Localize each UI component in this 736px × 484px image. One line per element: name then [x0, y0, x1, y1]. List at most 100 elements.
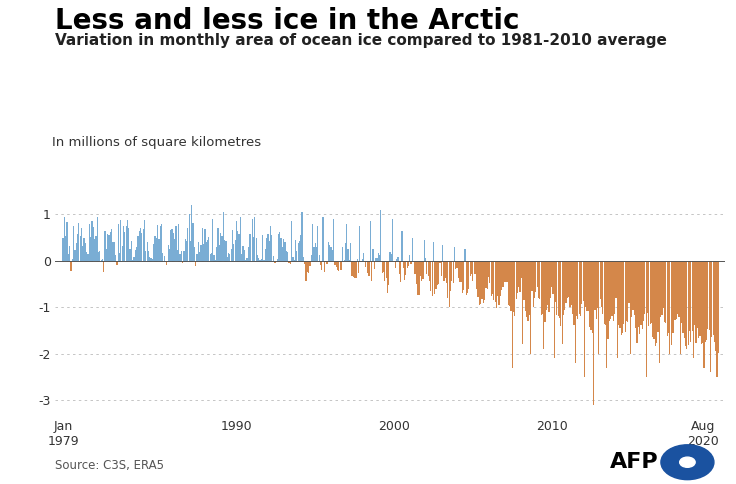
Bar — [439, 261, 441, 263]
Bar — [170, 230, 171, 261]
Bar — [79, 237, 81, 261]
Bar — [379, 255, 381, 261]
Bar — [647, 261, 648, 313]
Bar — [168, 245, 169, 261]
Bar — [643, 261, 644, 321]
Bar — [685, 261, 686, 346]
Bar — [510, 261, 512, 311]
Bar — [73, 226, 74, 261]
Bar — [296, 251, 297, 261]
Bar — [702, 261, 703, 343]
Bar — [443, 261, 445, 281]
Bar — [334, 261, 336, 265]
Bar — [391, 254, 392, 261]
Bar — [531, 261, 533, 291]
Bar — [202, 228, 203, 261]
Bar — [229, 254, 230, 261]
Bar — [241, 254, 242, 261]
Bar — [619, 261, 620, 328]
Bar — [392, 219, 393, 261]
Bar — [89, 224, 90, 261]
Bar — [408, 261, 409, 266]
Bar — [417, 261, 418, 295]
Bar — [674, 261, 676, 320]
Bar — [551, 261, 552, 287]
Bar — [560, 261, 562, 326]
Bar — [332, 250, 333, 261]
Bar — [598, 261, 600, 354]
Bar — [257, 255, 258, 261]
Bar — [260, 260, 261, 261]
Bar — [434, 261, 435, 294]
Bar — [77, 234, 78, 261]
Bar — [547, 261, 548, 305]
Bar — [523, 261, 525, 300]
Bar — [639, 261, 640, 334]
Bar — [71, 258, 73, 261]
Bar — [495, 261, 496, 302]
Bar — [486, 261, 488, 289]
Bar — [694, 261, 696, 325]
Bar — [409, 256, 411, 261]
Bar — [458, 261, 459, 278]
Bar — [250, 234, 252, 261]
Bar — [565, 261, 567, 303]
Bar — [312, 224, 314, 261]
Bar — [66, 222, 68, 261]
Bar — [448, 261, 450, 307]
Bar — [550, 261, 551, 298]
Bar — [576, 261, 577, 316]
Bar — [406, 261, 408, 268]
Bar — [567, 261, 568, 298]
Bar — [376, 257, 378, 261]
Bar — [316, 247, 317, 261]
Bar — [304, 261, 305, 264]
Bar — [496, 261, 497, 308]
Bar — [606, 261, 607, 367]
Bar — [431, 261, 433, 297]
Text: AFP: AFP — [610, 452, 659, 472]
Bar — [451, 261, 453, 281]
Bar — [165, 261, 166, 262]
Bar — [282, 247, 283, 261]
Bar — [116, 261, 118, 265]
Bar — [177, 250, 178, 261]
Bar — [446, 261, 447, 283]
Bar — [498, 261, 500, 305]
Bar — [367, 261, 368, 273]
Bar — [261, 259, 262, 261]
Bar — [64, 217, 65, 261]
Circle shape — [679, 457, 695, 468]
Bar — [82, 246, 83, 261]
Bar — [191, 205, 192, 261]
Bar — [378, 253, 379, 261]
Bar — [420, 261, 421, 276]
Bar — [186, 241, 187, 261]
Bar — [158, 239, 160, 261]
Bar — [450, 261, 451, 291]
Bar — [245, 260, 247, 261]
Text: Variation in monthly area of ocean ice compared to 1981-2010 average: Variation in monthly area of ocean ice c… — [55, 33, 667, 48]
Bar — [105, 231, 106, 261]
Bar — [595, 261, 597, 319]
Bar — [207, 240, 208, 261]
Bar — [107, 234, 108, 261]
Bar — [135, 250, 136, 261]
Bar — [194, 247, 195, 261]
Bar — [230, 249, 232, 261]
Bar — [272, 256, 274, 261]
Bar — [481, 261, 483, 299]
Bar — [278, 234, 279, 261]
Bar — [240, 217, 241, 261]
Bar — [361, 261, 362, 262]
Bar — [225, 242, 227, 261]
Bar — [394, 261, 396, 268]
Bar — [69, 246, 70, 261]
Bar — [279, 232, 280, 261]
Bar — [254, 217, 255, 261]
Bar — [305, 261, 307, 281]
Bar — [347, 249, 349, 261]
Bar — [552, 261, 553, 294]
Bar — [416, 261, 417, 284]
Bar — [559, 261, 560, 318]
